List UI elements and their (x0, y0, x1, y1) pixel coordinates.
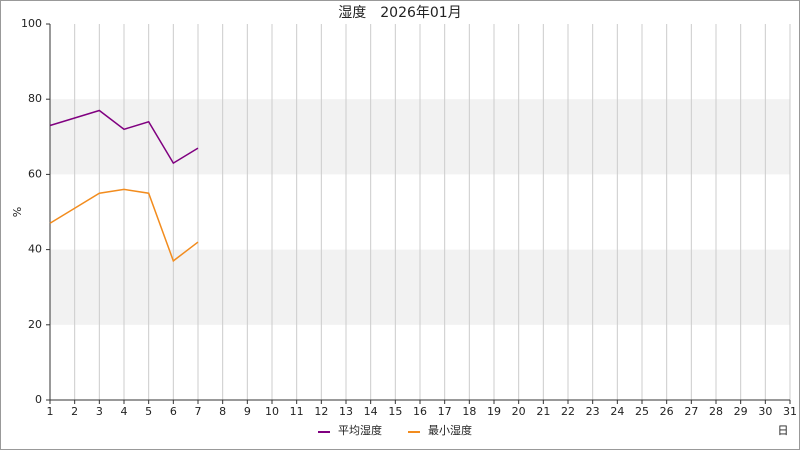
x-tick-label: 23 (586, 405, 600, 418)
x-tick-label: 25 (635, 405, 649, 418)
x-tick-label: 11 (290, 405, 304, 418)
y-tick-label: 20 (28, 318, 42, 331)
data-line (49, 188, 199, 263)
x-tick-label: 29 (734, 405, 748, 418)
data-line (49, 109, 199, 165)
y-tick-label: 100 (21, 17, 42, 30)
x-tick-label: 12 (314, 405, 328, 418)
x-tick-label: 6 (170, 405, 177, 418)
x-tick-label: 28 (709, 405, 723, 418)
x-tick-label: 7 (195, 405, 202, 418)
x-tick-label: 1 (47, 405, 54, 418)
y-tick-label: 40 (28, 243, 42, 256)
x-tick-label: 14 (364, 405, 378, 418)
x-tick-label: 16 (413, 405, 427, 418)
y-tick-label: 80 (28, 92, 42, 105)
x-tick-label: 4 (121, 405, 128, 418)
x-tick-label: 20 (512, 405, 526, 418)
x-tick-label: 3 (96, 405, 103, 418)
x-tick-label: 13 (339, 405, 353, 418)
y-axis-label: % (11, 207, 24, 217)
x-tick-label: 30 (758, 405, 772, 418)
x-tick-label: 8 (219, 405, 226, 418)
x-tick-label: 31 (783, 405, 797, 418)
y-tick-label: 0 (35, 393, 42, 406)
x-tick-label: 22 (561, 405, 575, 418)
x-tick-label: 2 (71, 405, 78, 418)
x-tick-label: 5 (145, 405, 152, 418)
x-tick-label: 19 (487, 405, 501, 418)
x-tick-label: 9 (244, 405, 251, 418)
chart-title: 湿度 2026年01月 (338, 5, 461, 21)
x-tick-label: 26 (660, 405, 674, 418)
x-tick-label: 21 (536, 405, 550, 418)
legend-label: 最小湿度 (428, 423, 472, 437)
x-tick-label: 18 (462, 405, 476, 418)
y-tick-label: 60 (28, 167, 42, 180)
x-tick-label: 10 (265, 405, 279, 418)
legend-label: 平均湿度 (338, 423, 382, 437)
x-axis-label: 日 (778, 424, 789, 437)
x-tick-label: 17 (438, 405, 452, 418)
x-tick-label: 27 (684, 405, 698, 418)
x-tick-label: 24 (610, 405, 624, 418)
x-tick-label: 15 (388, 405, 402, 418)
